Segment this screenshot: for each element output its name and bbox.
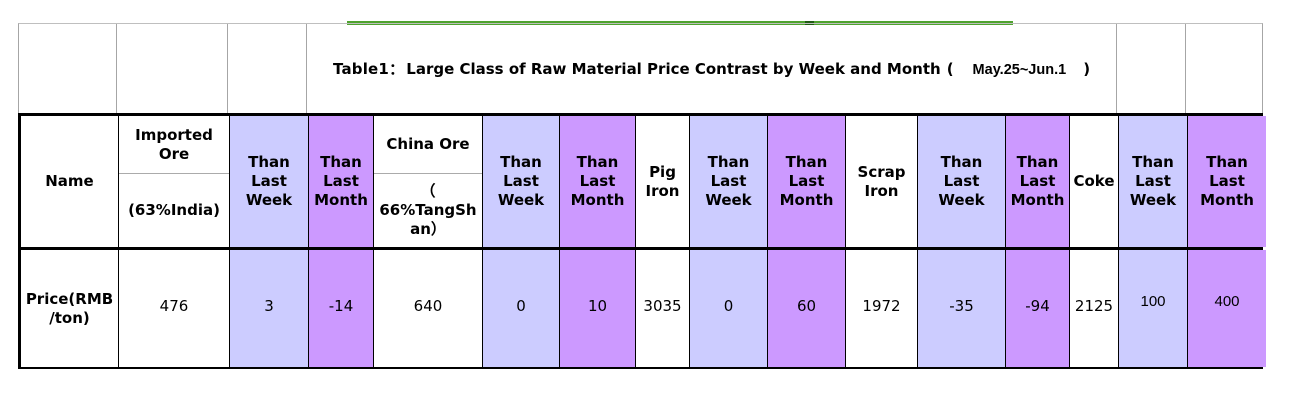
header-coke: Coke bbox=[1070, 116, 1119, 247]
value-scrap-iron-than-last-month: -94 bbox=[1006, 250, 1070, 367]
value-imported-ore: 476 bbox=[119, 250, 230, 367]
title-open-paren: ( bbox=[946, 60, 954, 78]
title-cell: Table1： Large Class of Raw Material Pric… bbox=[307, 24, 1117, 113]
header-than-last-month-3: Than Last Month bbox=[768, 116, 846, 247]
raw-material-price-table: Table1： Large Class of Raw Material Pric… bbox=[18, 23, 1266, 369]
title-row: Table1： Large Class of Raw Material Pric… bbox=[18, 23, 1263, 113]
header-than-last-week-2: Than Last Week bbox=[483, 116, 560, 247]
value-china-ore-than-last-month: 10 bbox=[560, 250, 636, 367]
header-imported-ore-grade: (63%India) bbox=[119, 173, 229, 247]
header-than-last-month-1: Than Last Month bbox=[309, 116, 374, 247]
empty-cell bbox=[117, 24, 228, 113]
value-pig-iron-than-last-month: 60 bbox=[768, 250, 846, 367]
value-scrap-iron-than-last-week: -35 bbox=[918, 250, 1006, 367]
value-imported-ore-than-last-week: 3 bbox=[230, 250, 309, 367]
header-than-last-month-4: Than Last Month bbox=[1006, 116, 1070, 247]
title-date-range: May.25~Jun.1 bbox=[972, 62, 1067, 78]
value-coke-than-last-month: 400 bbox=[1188, 250, 1266, 367]
header-row: Name Imported Ore (63%India) Than Last W… bbox=[18, 113, 1266, 250]
header-than-last-week-4: Than Last Week bbox=[918, 116, 1006, 247]
title-close-paren: ) bbox=[1083, 60, 1091, 78]
title-text: Large Class of Raw Material Price Contra… bbox=[406, 60, 941, 78]
data-row: Price(RMB /ton) 476 3 -14 640 0 10 3035 … bbox=[18, 250, 1266, 369]
header-than-last-month-5: Than Last Month bbox=[1188, 116, 1266, 247]
table-title: Table1： Large Class of Raw Material Pric… bbox=[333, 58, 1090, 79]
header-than-last-week-1: Than Last Week bbox=[230, 116, 309, 247]
header-china-ore: China Ore （ 66%TangSh an） bbox=[374, 116, 483, 247]
value-coke: 2125 bbox=[1070, 250, 1119, 367]
header-than-last-month-2: Than Last Month bbox=[560, 116, 636, 247]
value-imported-ore-than-last-month: -14 bbox=[309, 250, 374, 367]
header-than-last-week-3: Than Last Week bbox=[690, 116, 768, 247]
header-pig-iron: Pig Iron bbox=[636, 116, 690, 247]
value-pig-iron: 3035 bbox=[636, 250, 690, 367]
row-label-price-rmb-ton: Price(RMB /ton) bbox=[21, 250, 119, 367]
header-scrap-iron: Scrap Iron bbox=[846, 116, 918, 247]
header-china-ore-title: China Ore bbox=[386, 135, 470, 153]
value-scrap-iron: 1972 bbox=[846, 250, 918, 367]
value-pig-iron-than-last-week: 0 bbox=[690, 250, 768, 367]
value-china-ore: 640 bbox=[374, 250, 483, 367]
empty-cell bbox=[1186, 24, 1264, 113]
header-imported-ore-title: Imported Ore bbox=[135, 125, 213, 163]
header-than-last-week-5: Than Last Week bbox=[1119, 116, 1188, 247]
value-china-ore-than-last-week: 0 bbox=[483, 250, 560, 367]
empty-cell bbox=[1117, 24, 1186, 113]
header-name: Name bbox=[21, 116, 119, 247]
title-prefix: Table1： bbox=[332, 60, 405, 78]
header-imported-ore: Imported Ore (63%India) bbox=[119, 116, 230, 247]
header-china-ore-grade: （ 66%TangSh an） bbox=[374, 173, 482, 247]
empty-cell bbox=[19, 24, 117, 113]
empty-cell bbox=[228, 24, 307, 113]
value-coke-than-last-week: 100 bbox=[1119, 250, 1188, 367]
